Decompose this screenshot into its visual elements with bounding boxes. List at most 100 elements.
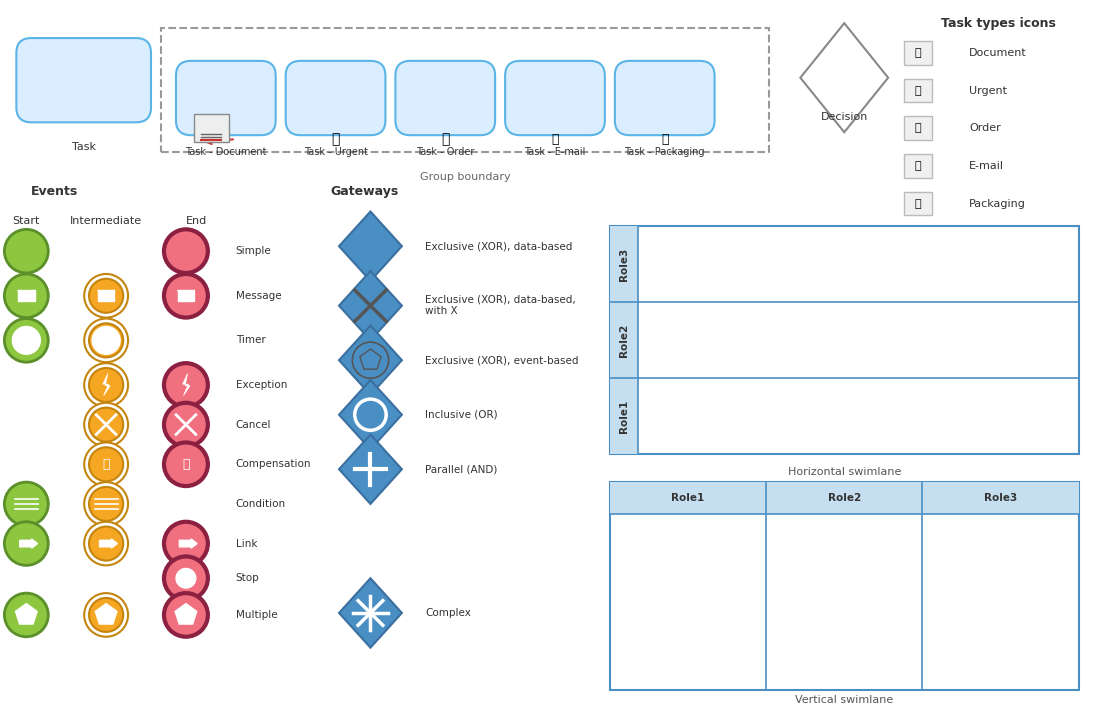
Circle shape	[164, 229, 208, 273]
Text: Packaging: Packaging	[969, 199, 1026, 209]
Polygon shape	[102, 373, 110, 396]
Text: Task types icons: Task types icons	[941, 17, 1056, 30]
FancyBboxPatch shape	[904, 117, 933, 140]
Circle shape	[89, 323, 123, 357]
Text: Complex: Complex	[425, 608, 471, 618]
Text: Task: Task	[72, 142, 96, 152]
Polygon shape	[15, 604, 36, 624]
Text: Role2: Role2	[828, 493, 861, 503]
Circle shape	[4, 229, 48, 273]
FancyBboxPatch shape	[904, 78, 933, 103]
Circle shape	[164, 274, 208, 317]
Text: Intermediate: Intermediate	[70, 216, 142, 226]
Circle shape	[89, 448, 123, 481]
Circle shape	[89, 598, 123, 632]
Text: Role1: Role1	[672, 493, 705, 503]
Polygon shape	[339, 435, 402, 504]
Polygon shape	[96, 604, 117, 624]
FancyBboxPatch shape	[923, 482, 1079, 514]
Polygon shape	[339, 325, 402, 395]
FancyBboxPatch shape	[98, 291, 115, 301]
FancyBboxPatch shape	[176, 61, 275, 135]
Text: Condition: Condition	[236, 499, 286, 509]
Circle shape	[12, 327, 41, 354]
Text: Group boundary: Group boundary	[419, 172, 511, 182]
FancyBboxPatch shape	[17, 38, 151, 122]
Circle shape	[164, 403, 208, 446]
Text: Vertical swimlane: Vertical swimlane	[795, 695, 893, 705]
Text: Role2: Role2	[619, 324, 629, 357]
Text: Compensation: Compensation	[236, 460, 312, 469]
Text: E-mail: E-mail	[969, 161, 1004, 171]
Circle shape	[164, 443, 208, 486]
FancyBboxPatch shape	[177, 291, 194, 301]
Circle shape	[4, 274, 48, 317]
Circle shape	[176, 568, 196, 588]
FancyBboxPatch shape	[610, 226, 1079, 455]
Text: Exception: Exception	[236, 380, 287, 390]
Polygon shape	[339, 211, 402, 281]
Circle shape	[89, 408, 123, 442]
FancyBboxPatch shape	[18, 291, 34, 301]
Text: Multiple: Multiple	[236, 610, 277, 620]
Circle shape	[84, 443, 128, 486]
FancyBboxPatch shape	[505, 61, 604, 135]
Text: Role1: Role1	[619, 399, 629, 433]
Circle shape	[84, 319, 128, 362]
FancyBboxPatch shape	[285, 61, 385, 135]
Circle shape	[4, 319, 48, 362]
Polygon shape	[339, 578, 402, 648]
Polygon shape	[339, 380, 402, 450]
Text: Gateways: Gateways	[330, 185, 399, 198]
Text: Urgent: Urgent	[969, 86, 1007, 95]
Text: Cancel: Cancel	[236, 420, 271, 430]
Text: Task - Urgent: Task - Urgent	[304, 147, 368, 157]
Text: 📋: 📋	[915, 123, 922, 133]
Circle shape	[164, 522, 208, 566]
Circle shape	[84, 482, 128, 526]
Text: Stop: Stop	[236, 573, 260, 583]
Circle shape	[89, 368, 123, 402]
Polygon shape	[339, 271, 402, 340]
FancyArrow shape	[179, 539, 197, 548]
Polygon shape	[800, 23, 889, 132]
FancyBboxPatch shape	[610, 303, 637, 378]
Text: End: End	[186, 216, 207, 226]
Text: Exclusive (XOR), data-based: Exclusive (XOR), data-based	[425, 241, 573, 251]
Text: Role3: Role3	[619, 247, 629, 281]
FancyBboxPatch shape	[610, 482, 766, 514]
Circle shape	[92, 327, 120, 354]
Circle shape	[4, 482, 48, 526]
Text: ⏮: ⏮	[102, 457, 110, 471]
Text: Order: Order	[969, 123, 1001, 133]
Polygon shape	[183, 373, 190, 396]
Text: Exclusive (XOR), data-based,
with X: Exclusive (XOR), data-based, with X	[425, 295, 576, 317]
Text: Horizontal swimlane: Horizontal swimlane	[787, 467, 901, 477]
Circle shape	[4, 522, 48, 566]
Text: Simple: Simple	[236, 246, 272, 256]
Text: ⏮: ⏮	[182, 457, 189, 471]
FancyBboxPatch shape	[610, 226, 637, 303]
Circle shape	[84, 593, 128, 637]
Circle shape	[4, 593, 48, 637]
Text: Decision: Decision	[820, 112, 868, 122]
Circle shape	[84, 274, 128, 317]
FancyArrow shape	[20, 539, 37, 548]
Text: 📥: 📥	[915, 161, 922, 171]
Text: Exclusive (XOR), event-based: Exclusive (XOR), event-based	[425, 355, 579, 366]
Text: 🏃: 🏃	[915, 86, 922, 95]
FancyBboxPatch shape	[194, 115, 229, 142]
FancyBboxPatch shape	[610, 482, 1079, 690]
Text: Parallel (AND): Parallel (AND)	[425, 464, 498, 474]
Text: Task - Document: Task - Document	[185, 147, 266, 157]
Text: Document: Document	[969, 48, 1027, 58]
Text: 📄: 📄	[915, 48, 922, 58]
Text: 🏃: 🏃	[331, 132, 340, 146]
Circle shape	[89, 279, 123, 312]
Circle shape	[89, 487, 123, 521]
Text: Task - Packaging: Task - Packaging	[624, 147, 705, 157]
Polygon shape	[175, 604, 196, 624]
FancyBboxPatch shape	[904, 192, 933, 216]
Text: 📥: 📥	[552, 133, 558, 146]
Text: Start: Start	[12, 216, 40, 226]
